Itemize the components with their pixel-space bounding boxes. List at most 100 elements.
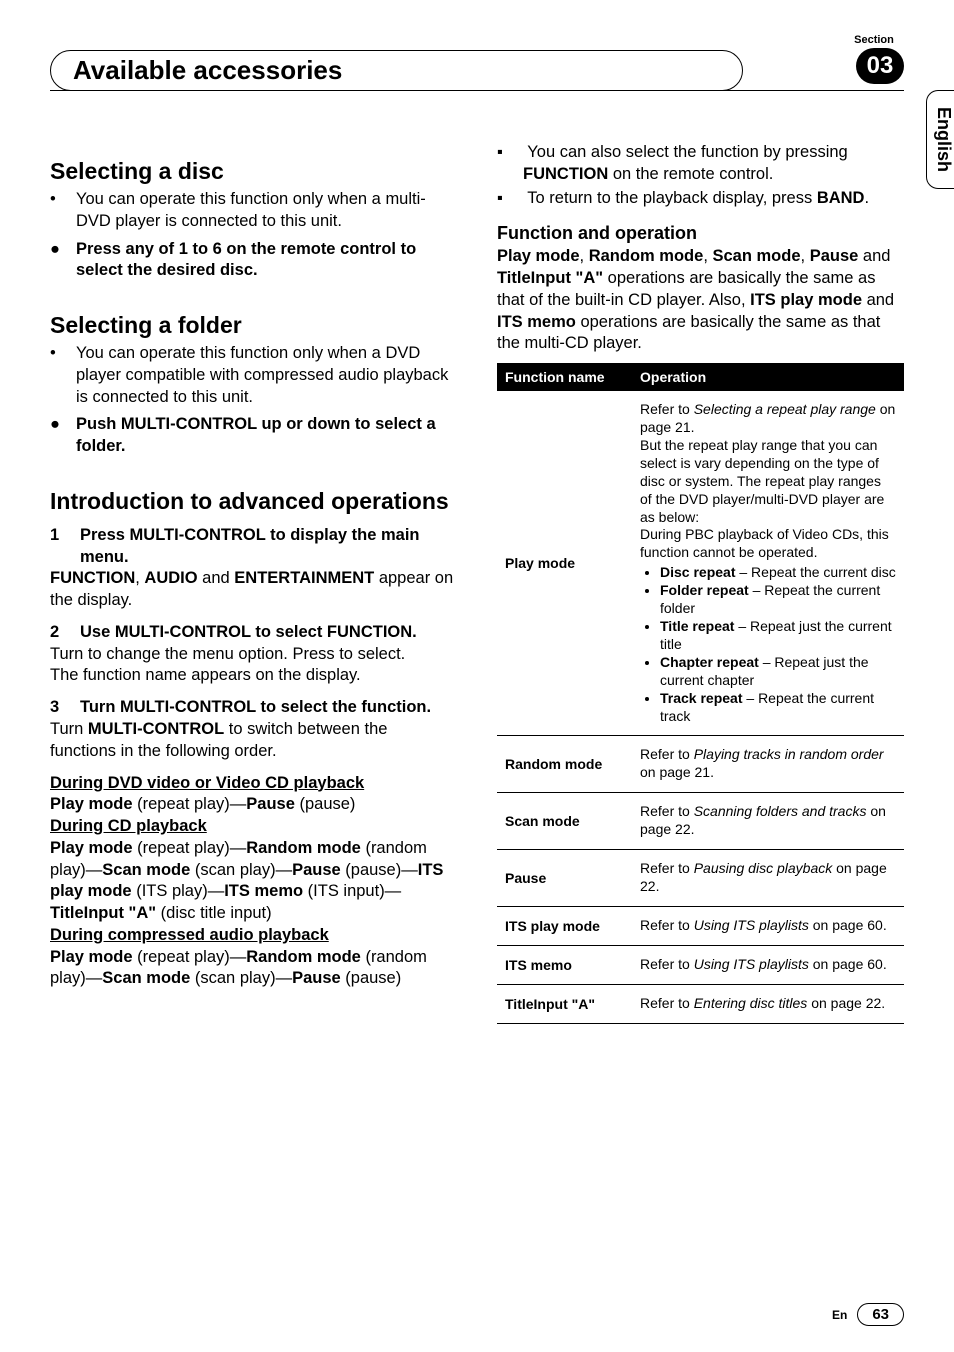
pre: Refer to xyxy=(640,803,694,819)
step-2-body1: Turn to change the menu option. Press to… xyxy=(50,644,457,666)
pre: Refer to xyxy=(640,956,694,972)
footer-page-number: 63 xyxy=(857,1303,904,1326)
kw-function: FUNCTION xyxy=(50,569,135,587)
heading-intro-advanced: Introduction to advanced operations xyxy=(50,488,457,515)
note-function-remote: ▪ You can also select the function by pr… xyxy=(497,142,904,186)
post: on page 21. xyxy=(640,764,714,780)
text: Press any of 1 to 6 on the remote contro… xyxy=(76,240,416,280)
instr-select-disc: ●Press any of 1 to 6 on the remote contr… xyxy=(50,239,457,283)
kw: BAND xyxy=(817,189,865,207)
function-operation-intro: Play mode, Random mode, Scan mode, Pause… xyxy=(497,246,904,355)
b: Chapter repeat xyxy=(660,654,759,670)
mc: MULTI-CONTROL xyxy=(88,720,224,738)
pre: Refer to xyxy=(640,860,694,876)
pre: Refer to xyxy=(640,917,694,933)
b: Disc repeat xyxy=(660,564,735,580)
b: Title repeat xyxy=(660,618,734,634)
subhead-cd-playback: During CD playback xyxy=(50,816,457,838)
fn-name: Scan mode xyxy=(497,793,632,850)
repeat-modes-list: Disc repeat – Repeat the current disc Fo… xyxy=(640,564,896,725)
fn-name: TitleInput "A" xyxy=(497,984,632,1023)
step-1: 1Press MULTI-CONTROL to display the main… xyxy=(50,525,457,569)
heading-selecting-folder: Selecting a folder xyxy=(50,312,457,339)
fn-name: Play mode xyxy=(497,391,632,736)
function-table: Function name Operation Play mode Refer … xyxy=(497,363,904,1023)
language-tab: English xyxy=(926,90,954,189)
fn-op: Refer to Using ITS playlists on page 60. xyxy=(632,906,904,945)
text: During compressed audio playback xyxy=(50,926,329,944)
col-function-name: Function name xyxy=(497,363,632,391)
t3: Pause xyxy=(246,795,295,813)
ref: Selecting a repeat play range xyxy=(694,401,876,417)
text: During CD playback xyxy=(50,817,207,835)
text: Push MULTI-CONTROL up or down to select … xyxy=(76,415,436,455)
t1: Play mode xyxy=(50,795,133,813)
page-header: Section 03 Available accessories xyxy=(50,40,904,100)
fn-op: Refer to Pausing disc playback on page 2… xyxy=(632,850,904,907)
table-row: ITS memo Refer to Using ITS playlists on… xyxy=(497,945,904,984)
ref: Using ITS playlists xyxy=(694,956,809,972)
table-row: TitleInput "A" Refer to Entering disc ti… xyxy=(497,984,904,1023)
post: on page 22. xyxy=(807,995,885,1011)
post: . xyxy=(864,189,869,207)
pre: Refer to xyxy=(640,746,694,762)
chapter-title-tab: Available accessories xyxy=(50,50,743,91)
text: During DVD video or Video CD playback xyxy=(50,774,364,792)
fn-name: ITS play mode xyxy=(497,906,632,945)
pre: Refer to xyxy=(640,401,694,417)
kw-entertainment: ENTERTAINMENT xyxy=(234,569,374,587)
table-row: Pause Refer to Pausing disc playback on … xyxy=(497,850,904,907)
subhead-dvd-playback: During DVD video or Video CD playback xyxy=(50,773,457,795)
fn-op: Refer to Selecting a repeat play range o… xyxy=(632,391,904,736)
list-item: Disc repeat – Repeat the current disc xyxy=(660,564,896,582)
text: Press MULTI-CONTROL to display the main … xyxy=(80,526,420,566)
kw: FUNCTION xyxy=(523,165,608,183)
text: Use MULTI-CONTROL to select FUNCTION. xyxy=(80,623,417,641)
heading-function-operation: Function and operation xyxy=(497,223,904,244)
pre: Turn xyxy=(50,720,88,738)
page-footer: En 63 xyxy=(832,1303,904,1326)
step-2: 2Use MULTI-CONTROL to select FUNCTION. xyxy=(50,622,457,644)
header-rule xyxy=(50,90,904,91)
text: You can operate this function only when … xyxy=(76,190,426,230)
section-eyebrow: Section xyxy=(844,34,904,46)
post: on the remote control. xyxy=(608,165,773,183)
post: on page 60. xyxy=(809,956,887,972)
table-row: Play mode Refer to Selecting a repeat pl… xyxy=(497,391,904,736)
list-item: Title repeat – Repeat just the current t… xyxy=(660,618,896,654)
ref: Playing tracks in random order xyxy=(694,746,884,762)
fn-name: ITS memo xyxy=(497,945,632,984)
fn-op: Refer to Entering disc titles on page 22… xyxy=(632,984,904,1023)
list-item: Chapter repeat – Repeat just the current… xyxy=(660,654,896,690)
b: Track repeat xyxy=(660,690,743,706)
ref: Entering disc titles xyxy=(694,995,808,1011)
col-operation: Operation xyxy=(632,363,904,391)
fn-op: Refer to Scanning folders and tracks on … xyxy=(632,793,904,850)
list-item: Folder repeat – Repeat the current folde… xyxy=(660,582,896,618)
note-band-return: ▪ To return to the playback display, pre… xyxy=(497,188,904,210)
t: – Repeat the current disc xyxy=(735,564,895,580)
left-column: Selecting a disc •You can operate this f… xyxy=(50,140,457,1024)
content-columns: Selecting a disc •You can operate this f… xyxy=(50,140,904,1024)
seq-compressed: Play mode (repeat play)—Random mode (ran… xyxy=(50,947,457,991)
step-3-body: Turn MULTI-CONTROL to switch between the… xyxy=(50,719,457,763)
subhead-compressed-playback: During compressed audio playback xyxy=(50,925,457,947)
seq-cd: Play mode (repeat play)—Random mode (ran… xyxy=(50,838,457,925)
ref: Pausing disc playback xyxy=(694,860,833,876)
table-row: Scan mode Refer to Scanning folders and … xyxy=(497,793,904,850)
step-2-body2: The function name appears on the display… xyxy=(50,665,457,687)
fn-op: Refer to Playing tracks in random order … xyxy=(632,736,904,793)
instr-select-folder: ●Push MULTI-CONTROL up or down to select… xyxy=(50,414,457,458)
list-item: Track repeat – Repeat the current track xyxy=(660,690,896,726)
t4: (pause) xyxy=(295,795,356,813)
text: You can operate this function only when … xyxy=(76,344,448,406)
step-1-line2: FUNCTION, AUDIO and ENTERTAINMENT appear… xyxy=(50,568,457,612)
post: on page 60. xyxy=(809,917,887,933)
section-number-badge: 03 xyxy=(856,48,904,84)
footer-lang: En xyxy=(832,1308,847,1322)
fn-name: Pause xyxy=(497,850,632,907)
right-column: ▪ You can also select the function by pr… xyxy=(497,140,904,1024)
bullet-folder-note: •You can operate this function only when… xyxy=(50,343,457,408)
fn-name: Random mode xyxy=(497,736,632,793)
pre: To return to the playback display, press xyxy=(527,189,817,207)
